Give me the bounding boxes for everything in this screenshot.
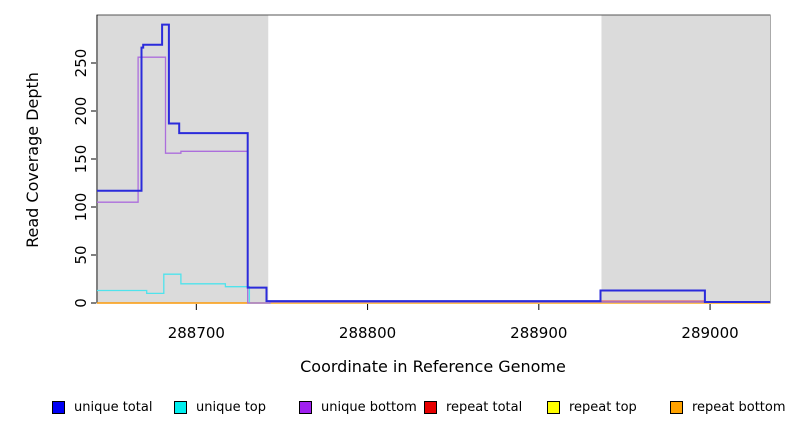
legend-item-unique-top: unique top <box>174 398 266 416</box>
legend-swatch-icon <box>547 400 560 414</box>
legend-item-repeat-top: repeat top <box>547 398 637 416</box>
x-axis-ticks: 288700 288800 288900 289000 <box>168 304 739 342</box>
legend-swatch-icon <box>424 400 437 414</box>
y-tick-label: 0 <box>72 298 90 308</box>
legend-item-unique-bottom: unique bottom <box>299 398 417 416</box>
legend-label: unique total <box>74 399 153 415</box>
shaded-region <box>601 15 770 303</box>
y-axis-ticks: 0 50 100 150 200 250 <box>72 49 96 308</box>
x-tick-label: 289000 <box>681 324 738 342</box>
x-axis-title: Coordinate in Reference Genome <box>300 357 566 376</box>
y-tick-label: 100 <box>72 193 90 222</box>
series-line-unique-bottom <box>97 56 770 304</box>
y-tick-label: 250 <box>72 49 90 78</box>
series-line-unique-total <box>97 23 770 303</box>
x-tick-label: 288900 <box>510 324 567 342</box>
legend-label: repeat bottom <box>692 399 786 415</box>
legend-swatch-icon <box>299 400 312 414</box>
legend-label: repeat top <box>569 399 637 415</box>
y-tick-label: 200 <box>72 97 90 126</box>
legend-swatch-icon <box>52 400 65 414</box>
legend-item-repeat-bottom: repeat bottom <box>670 398 786 416</box>
shaded-region <box>98 15 269 303</box>
data-series <box>97 23 770 304</box>
legend-item-repeat-total: repeat total <box>424 398 522 416</box>
x-tick-label: 288700 <box>168 324 225 342</box>
y-tick-label: 150 <box>72 145 90 174</box>
shaded-regions <box>98 15 770 303</box>
legend-label: unique top <box>196 399 267 415</box>
y-axis-title: Read Coverage Depth <box>23 72 42 248</box>
legend-swatch-icon <box>670 400 683 414</box>
legend-label: unique bottom <box>321 399 417 415</box>
x-tick-label: 288800 <box>339 324 396 342</box>
legend-label: repeat total <box>446 399 523 415</box>
chart-legend: unique total unique top unique bottom repea… <box>0 398 792 422</box>
legend-swatch-icon <box>174 400 187 414</box>
y-tick-label: 50 <box>72 245 90 264</box>
legend-item-unique-total: unique total <box>52 398 152 416</box>
